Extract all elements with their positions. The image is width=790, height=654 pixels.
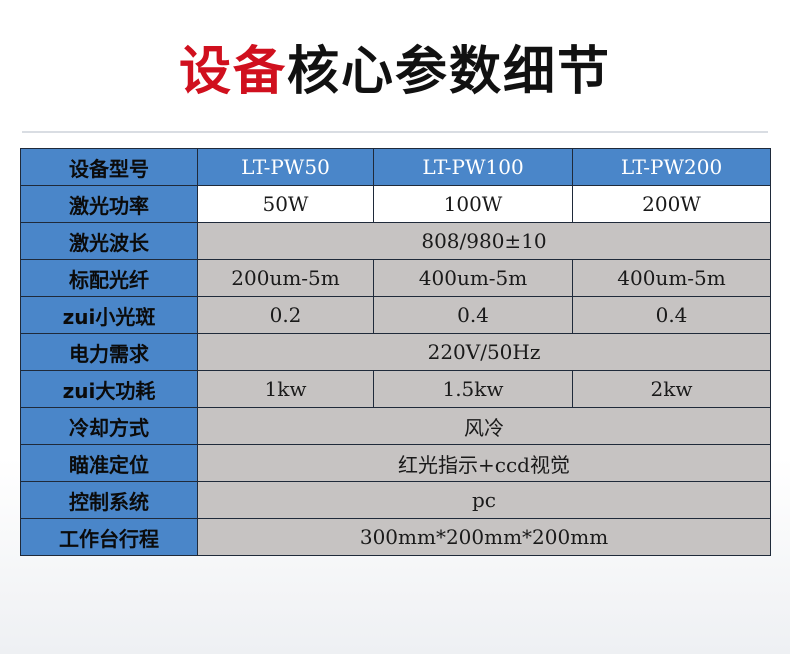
row-label: 电力需求 (20, 333, 198, 371)
table-row: 工作台行程 300mm*200mm*200mm (20, 518, 771, 556)
row-value: 0.4 (572, 296, 771, 334)
row-value: 200um-5m (197, 259, 374, 297)
page-title: 设备核心参数细节 (0, 40, 790, 104)
row-value: 400um-5m (572, 259, 771, 297)
table-row: 电力需求 220V/50Hz (20, 333, 771, 371)
row-value: 0.2 (197, 296, 374, 334)
row-value: pc (197, 481, 771, 519)
table-header-row: 设备型号 LT-PW50 LT-PW100 LT-PW200 (20, 148, 771, 186)
model-header: LT-PW200 (572, 148, 771, 186)
row-label: 标配光纤 (20, 259, 198, 297)
row-value: 808/980±10 (197, 222, 771, 260)
title-divider (22, 131, 768, 133)
row-value: 1kw (197, 370, 374, 408)
spec-table: 设备型号 LT-PW50 LT-PW100 LT-PW200 激光功率 50W … (20, 148, 771, 556)
title-main: 核心参数细节 (287, 42, 612, 102)
row-label: 工作台行程 (20, 518, 198, 556)
row-value: 1.5kw (373, 370, 573, 408)
table-row: zui小光斑 0.2 0.4 0.4 (20, 296, 771, 334)
row-label: zui小光斑 (20, 296, 198, 334)
row-label: 冷却方式 (20, 407, 198, 445)
table-row: 控制系统 pc (20, 481, 771, 519)
model-header: LT-PW50 (197, 148, 374, 186)
row-value: 200W (572, 185, 771, 223)
row-value: 50W (197, 185, 374, 223)
model-header: LT-PW100 (373, 148, 573, 186)
row-value: 300mm*200mm*200mm (197, 518, 771, 556)
row-value: 100W (373, 185, 573, 223)
table-row: 瞄准定位 红光指示+ccd视觉 (20, 444, 771, 482)
row-label: 激光波长 (20, 222, 198, 260)
row-label: 激光功率 (20, 185, 198, 223)
row-value: 0.4 (373, 296, 573, 334)
table-row: 激光波长 808/980±10 (20, 222, 771, 260)
row-label: 瞄准定位 (20, 444, 198, 482)
table-row: 激光功率 50W 100W 200W (20, 185, 771, 223)
row-value: 2kw (572, 370, 771, 408)
row-value: 220V/50Hz (197, 333, 771, 371)
table-row: 标配光纤 200um-5m 400um-5m 400um-5m (20, 259, 771, 297)
row-value: 风冷 (197, 407, 771, 445)
row-value: 400um-5m (373, 259, 573, 297)
row-label: 控制系统 (20, 481, 198, 519)
header-label: 设备型号 (20, 148, 198, 186)
row-value: 红光指示+ccd视觉 (197, 444, 771, 482)
table-row: 冷却方式 风冷 (20, 407, 771, 445)
title-highlight: 设备 (178, 42, 287, 102)
row-label: zui大功耗 (20, 370, 198, 408)
table-row: zui大功耗 1kw 1.5kw 2kw (20, 370, 771, 408)
